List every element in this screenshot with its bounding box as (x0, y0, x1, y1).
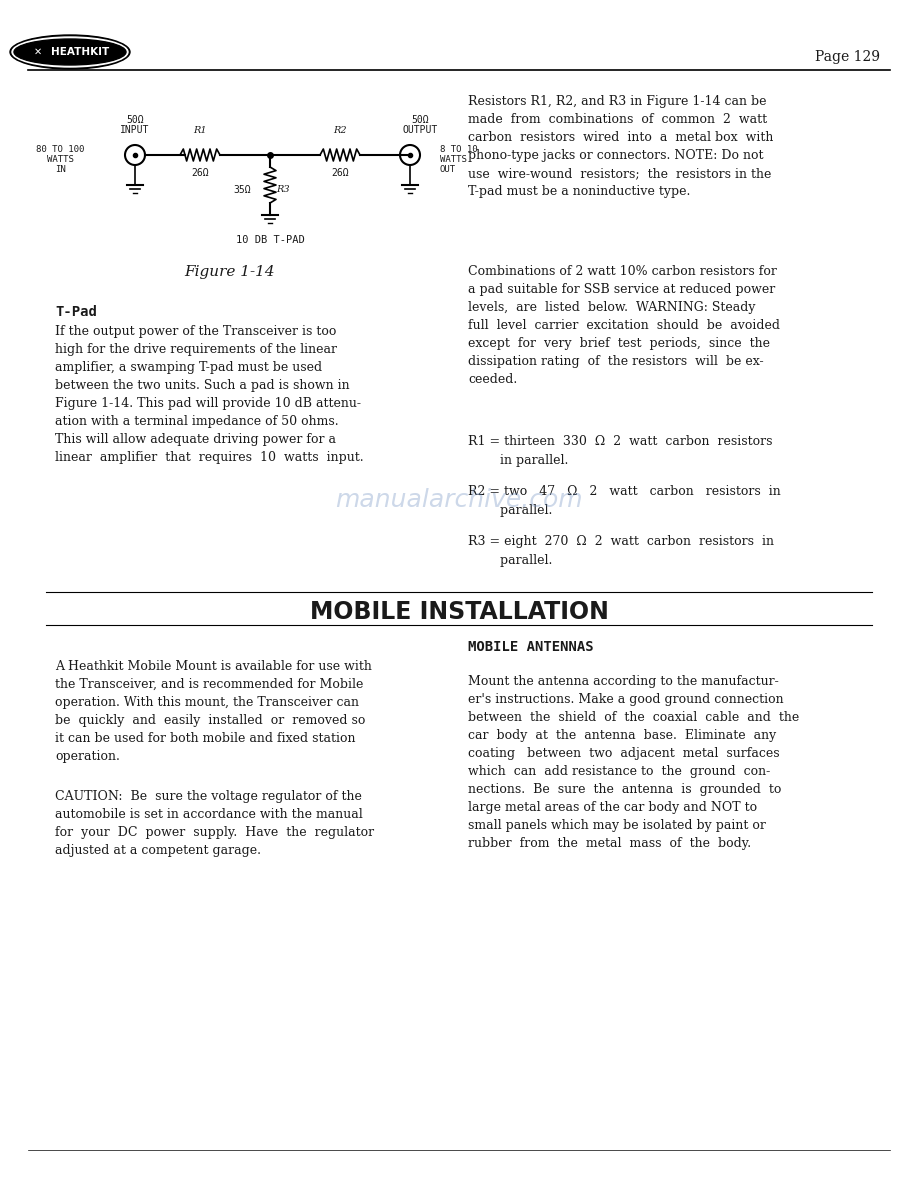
Text: OUT: OUT (440, 165, 456, 175)
Ellipse shape (12, 37, 128, 67)
Text: 35Ω: 35Ω (233, 185, 251, 195)
Text: 50Ω: 50Ω (411, 115, 429, 125)
Text: R3 = eight  270  Ω  2  watt  carbon  resistors  in
        parallel.: R3 = eight 270 Ω 2 watt carbon resistors… (468, 535, 774, 567)
Text: CAUTION:  Be  sure the voltage regulator of the
automobile is set in accordance : CAUTION: Be sure the voltage regulator o… (55, 790, 375, 857)
Text: OUTPUT: OUTPUT (402, 125, 438, 135)
Text: HEATHKIT: HEATHKIT (50, 48, 109, 57)
Text: 50Ω: 50Ω (126, 115, 144, 125)
Text: 26Ω: 26Ω (331, 168, 349, 178)
Text: A Heathkit Mobile Mount is available for use with
the Transceiver, and is recomm: A Heathkit Mobile Mount is available for… (55, 661, 372, 763)
Text: T-Pad: T-Pad (55, 305, 97, 320)
Text: 10 DB T-PAD: 10 DB T-PAD (236, 235, 305, 245)
Ellipse shape (10, 34, 130, 69)
Text: WATTS: WATTS (440, 156, 467, 164)
Text: Figure 1-14: Figure 1-14 (185, 265, 275, 279)
Text: INPUT: INPUT (120, 125, 150, 135)
Ellipse shape (14, 39, 126, 65)
Text: IN: IN (55, 165, 65, 175)
Text: manualarchive.com: manualarchive.com (335, 488, 583, 512)
Text: R2: R2 (333, 126, 347, 135)
Text: ✕: ✕ (34, 48, 42, 57)
Text: 80 TO 100: 80 TO 100 (36, 145, 84, 154)
Text: Page 129: Page 129 (815, 50, 880, 64)
Text: WATTS: WATTS (47, 156, 73, 164)
Text: MOBILE ANTENNAS: MOBILE ANTENNAS (468, 640, 594, 655)
Text: R1: R1 (193, 126, 207, 135)
Text: 26Ω: 26Ω (191, 168, 208, 178)
Text: R2 = two   47   Ω   2   watt   carbon   resistors  in
        parallel.: R2 = two 47 Ω 2 watt carbon resistors in… (468, 485, 780, 517)
Text: R3: R3 (276, 185, 289, 195)
Text: Resistors R1, R2, and R3 in Figure 1-14 can be
made  from  combinations  of  com: Resistors R1, R2, and R3 in Figure 1-14 … (468, 95, 773, 198)
Text: 8 TO 10: 8 TO 10 (440, 145, 477, 154)
Text: If the output power of the Transceiver is too
high for the drive requirements of: If the output power of the Transceiver i… (55, 326, 364, 465)
Text: Combinations of 2 watt 10% carbon resistors for
a pad suitable for SSB service a: Combinations of 2 watt 10% carbon resist… (468, 265, 780, 386)
Text: MOBILE INSTALLATION: MOBILE INSTALLATION (309, 600, 609, 624)
Text: R1 = thirteen  330  Ω  2  watt  carbon  resistors
        in parallel.: R1 = thirteen 330 Ω 2 watt carbon resist… (468, 435, 773, 467)
Text: Mount the antenna according to the manufactur-
er's instructions. Make a good gr: Mount the antenna according to the manuf… (468, 675, 800, 849)
